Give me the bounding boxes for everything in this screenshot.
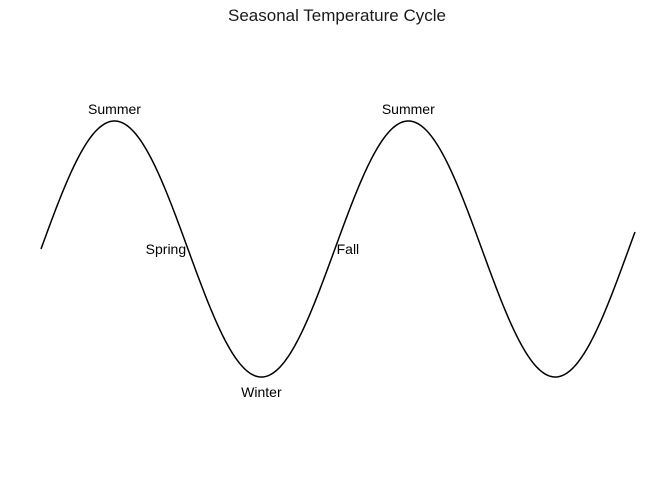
temperature-curve — [40, 120, 636, 378]
annotation-spring-1: Spring — [146, 241, 186, 257]
chart-title: Seasonal Temperature Cycle — [228, 6, 446, 25]
annotation-summer-4: Summer — [382, 101, 435, 117]
annotation-winter-2: Winter — [241, 384, 282, 400]
season-annotations: Summer Spring Winter Fall Summer — [88, 101, 435, 400]
annotation-summer-0: Summer — [88, 101, 141, 117]
annotation-fall-3: Fall — [337, 241, 360, 257]
